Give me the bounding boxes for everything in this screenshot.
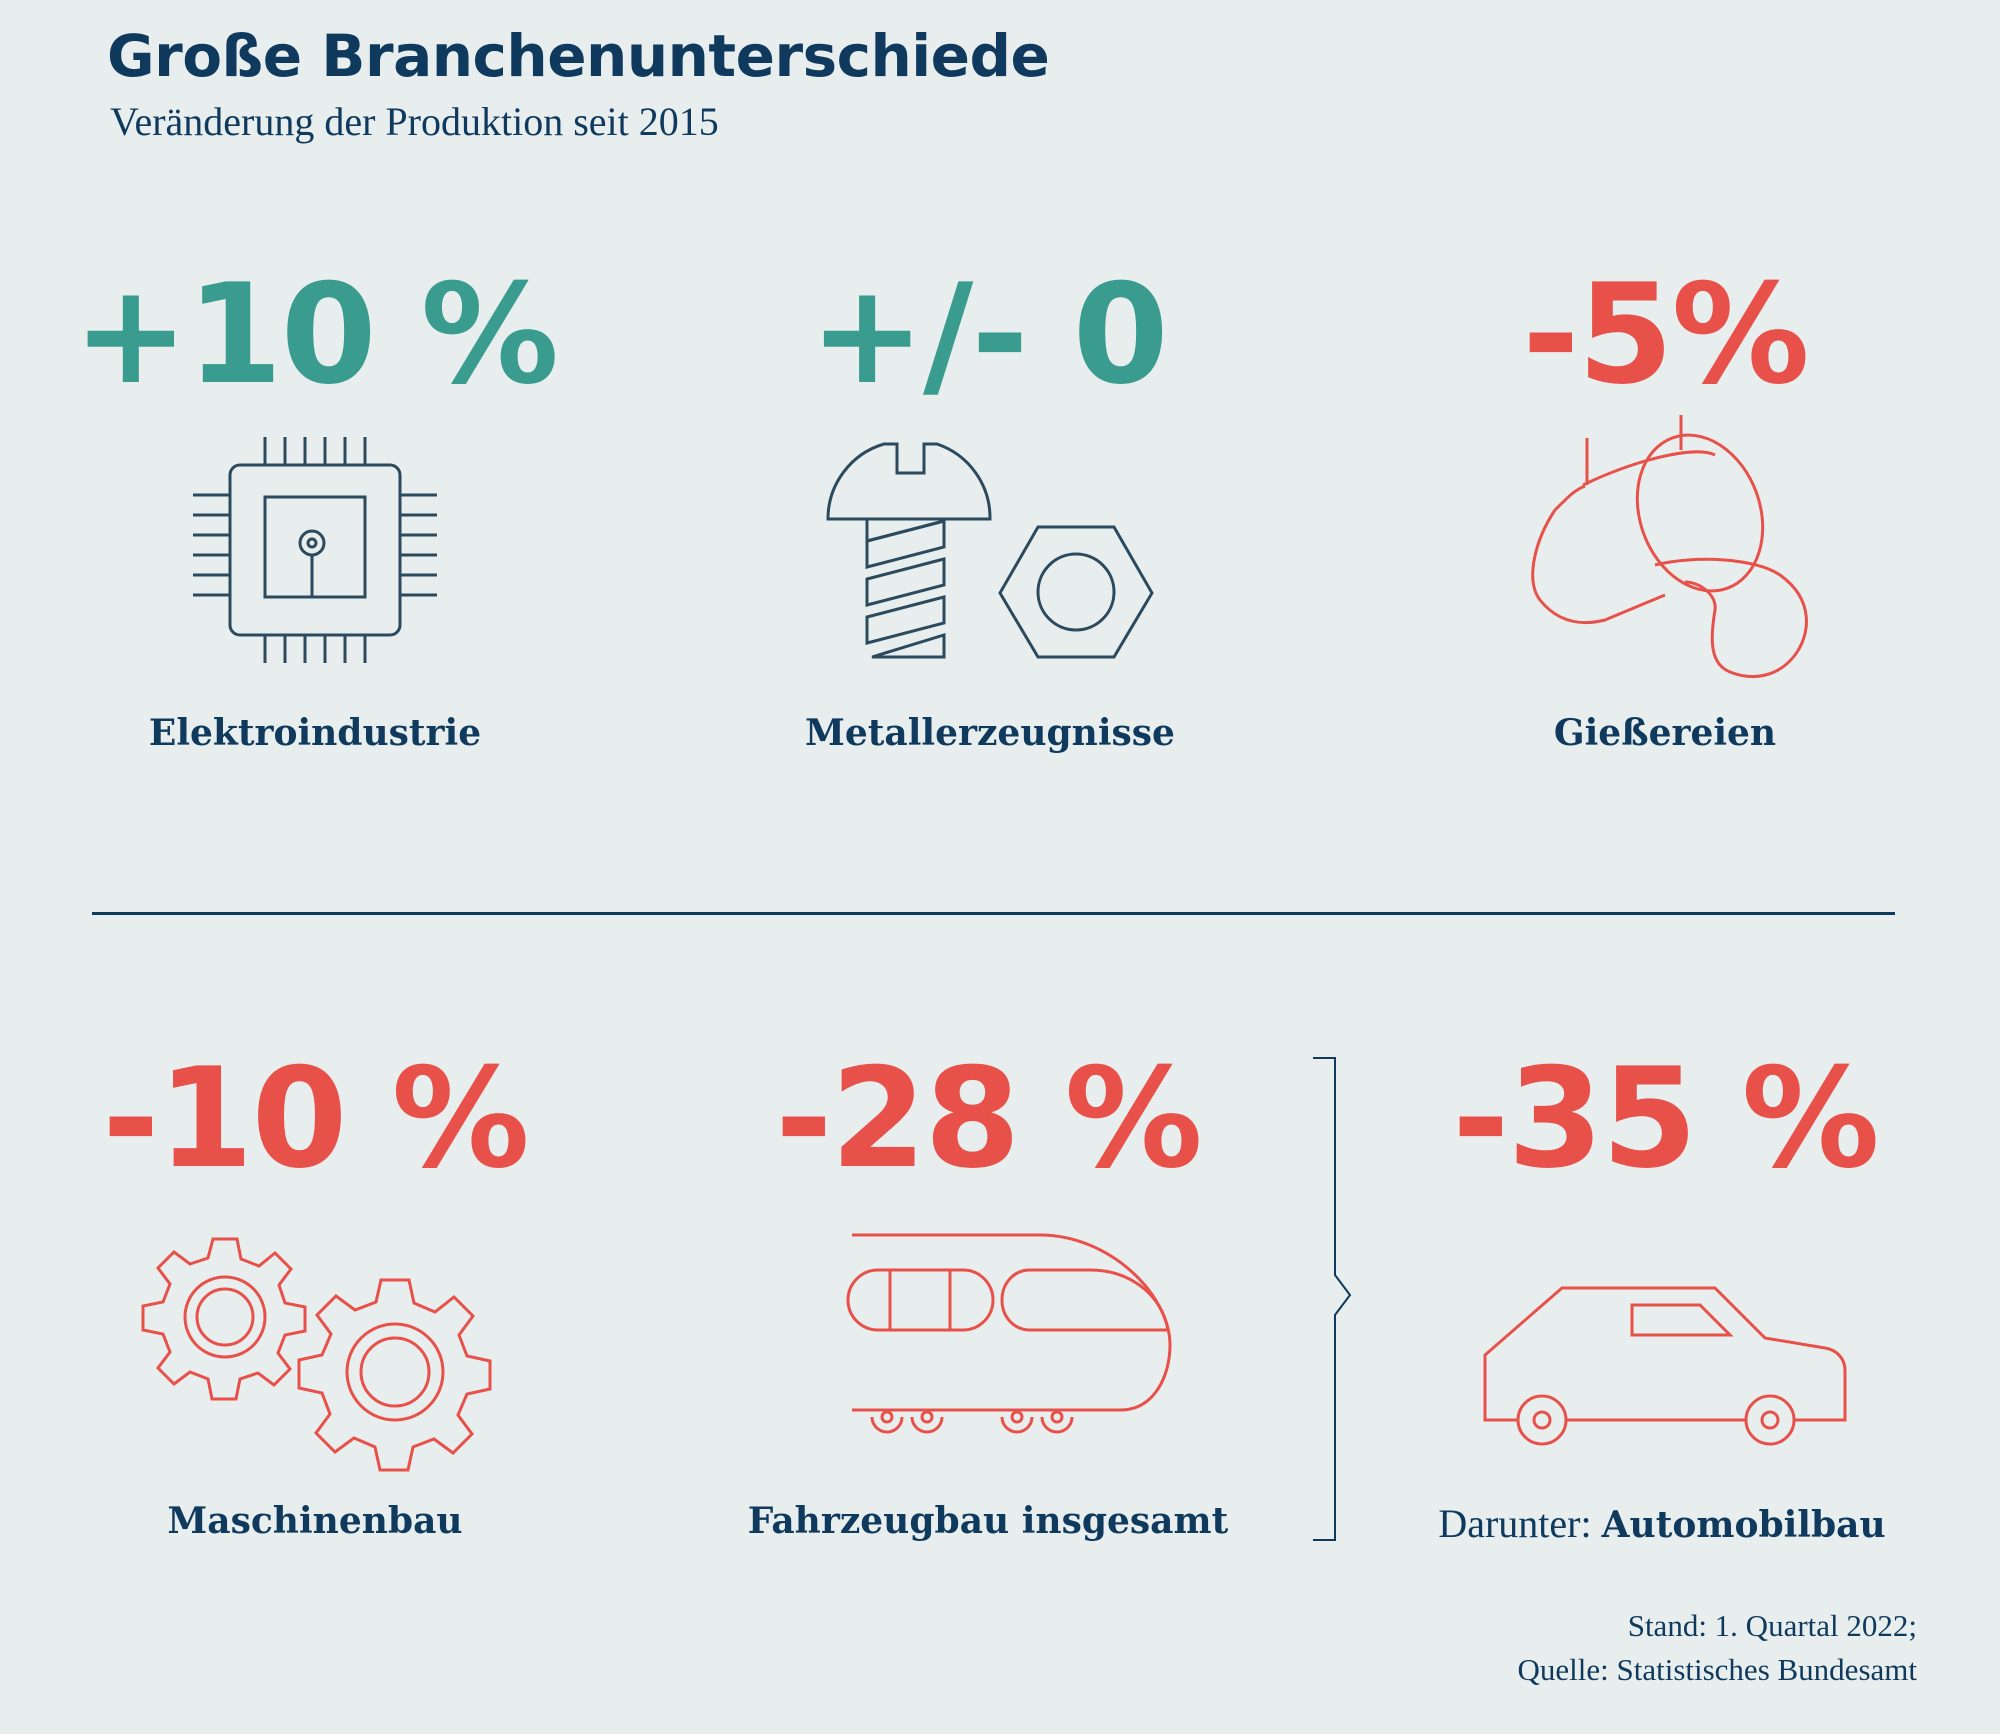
value-metallerzeugnisse: +/- 0 <box>809 254 1168 415</box>
value-maschinenbau: -10 % <box>102 1038 530 1199</box>
value-automobilbau: -35 % <box>1452 1038 1880 1199</box>
value-giessereien: -5% <box>1522 254 1810 415</box>
label-automobilbau-prefix: Darunter: <box>1438 1501 1602 1546</box>
foundry-ladle-icon <box>1531 415 1808 678</box>
screw-and-nut-icon <box>826 442 1154 659</box>
label-metallerzeugnisse: Metallerzeugnisse <box>805 712 1175 754</box>
microchip-icon <box>193 437 437 663</box>
footnote-source: Quelle: Statistisches Bundesamt <box>1517 1652 1917 1687</box>
footnote-date: Stand: 1. Quartal 2022; <box>1627 1608 1917 1643</box>
page-subtitle: Veränderung der Produktion seit 2015 <box>110 99 719 144</box>
value-fahrzeugbau: -28 % <box>775 1038 1203 1199</box>
label-giessereien: Gießereien <box>1553 712 1777 754</box>
section-divider <box>92 912 1895 915</box>
label-fahrzeugbau: Fahrzeugbau insgesamt <box>747 1500 1229 1542</box>
gears-icon <box>141 1237 492 1472</box>
label-maschinenbau: Maschinenbau <box>167 1500 463 1542</box>
car-icon <box>1483 1286 1847 1446</box>
page-title: Große Branchenunterschiede <box>107 22 1050 90</box>
value-elektroindustrie: +10 % <box>73 254 559 415</box>
grouping-brace <box>1313 1057 1352 1541</box>
label-automobilbau-name: Automobilbau <box>1601 1504 1886 1546</box>
train-icon <box>846 1233 1172 1434</box>
label-elektroindustrie: Elektroindustrie <box>148 712 482 754</box>
label-automobilbau: Darunter: Automobilbau <box>1438 1500 1885 1547</box>
